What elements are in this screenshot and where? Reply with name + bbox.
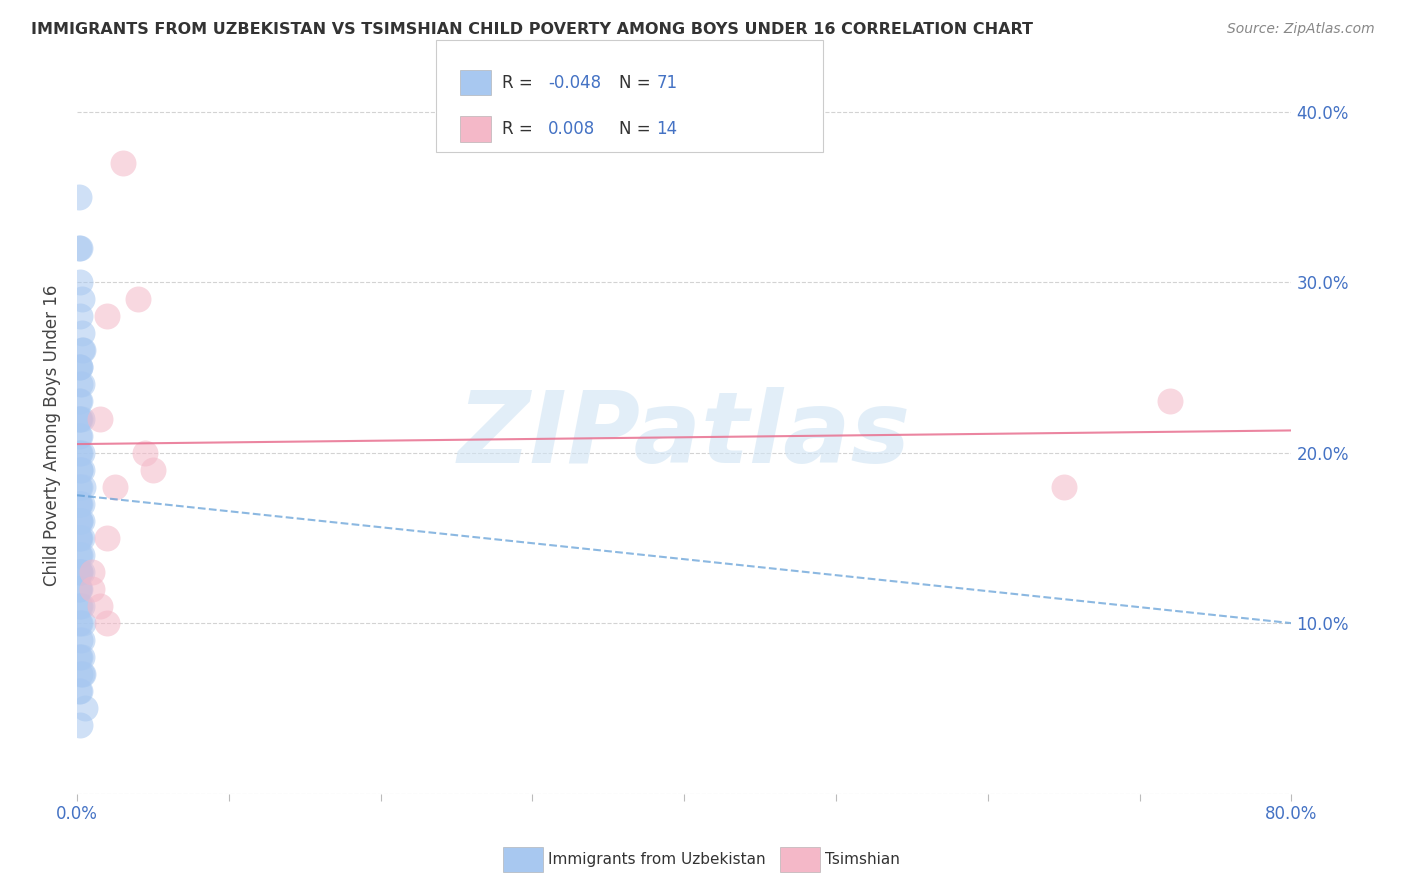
Point	[69, 684, 91, 698]
Text: N =: N =	[619, 120, 655, 138]
Text: N =: N =	[619, 74, 655, 92]
Point	[69, 497, 91, 511]
Point	[67, 360, 90, 375]
Point	[70, 497, 93, 511]
Point	[69, 428, 91, 442]
Point	[67, 514, 90, 528]
Point	[89, 411, 111, 425]
Point	[69, 463, 91, 477]
Point	[72, 667, 94, 681]
Point	[69, 411, 91, 425]
Point	[69, 360, 91, 375]
Point	[70, 411, 93, 425]
Point	[96, 309, 118, 323]
Point	[69, 599, 91, 613]
Point	[67, 684, 90, 698]
Point	[69, 514, 91, 528]
Point	[127, 292, 149, 306]
Point	[1159, 394, 1181, 409]
Point	[69, 650, 91, 665]
Point	[69, 394, 91, 409]
Text: Immigrants from Uzbekistan: Immigrants from Uzbekistan	[548, 853, 766, 867]
Point	[67, 428, 90, 442]
Y-axis label: Child Poverty Among Boys Under 16: Child Poverty Among Boys Under 16	[44, 285, 60, 586]
Point	[67, 531, 90, 545]
Point	[69, 718, 91, 732]
Point	[67, 599, 90, 613]
Point	[72, 616, 94, 631]
Point	[67, 582, 90, 596]
Text: R =: R =	[502, 74, 538, 92]
Point	[67, 497, 90, 511]
Text: ZIPatlas: ZIPatlas	[458, 387, 911, 484]
Point	[69, 377, 91, 392]
Point	[70, 650, 93, 665]
Point	[96, 531, 118, 545]
Point	[70, 548, 93, 562]
Text: 14: 14	[657, 120, 678, 138]
Point	[70, 667, 93, 681]
Point	[67, 497, 90, 511]
Point	[82, 582, 104, 596]
Text: -0.048: -0.048	[548, 74, 602, 92]
Point	[82, 565, 104, 579]
Point	[73, 701, 96, 715]
Point	[70, 565, 93, 579]
Point	[67, 650, 90, 665]
Point	[69, 616, 91, 631]
Point	[70, 445, 93, 459]
Point	[1053, 480, 1076, 494]
Text: IMMIGRANTS FROM UZBEKISTAN VS TSIMSHIAN CHILD POVERTY AMONG BOYS UNDER 16 CORREL: IMMIGRANTS FROM UZBEKISTAN VS TSIMSHIAN …	[31, 22, 1033, 37]
Point	[69, 548, 91, 562]
Point	[69, 275, 91, 289]
Point	[69, 565, 91, 579]
Text: 0.008: 0.008	[548, 120, 596, 138]
Text: Tsimshian: Tsimshian	[825, 853, 900, 867]
Point	[67, 582, 90, 596]
Point	[104, 480, 127, 494]
Point	[69, 360, 91, 375]
Point	[69, 531, 91, 545]
Point	[67, 394, 90, 409]
Point	[69, 633, 91, 648]
Text: R =: R =	[502, 120, 543, 138]
Point	[69, 309, 91, 323]
Point	[67, 241, 90, 255]
Point	[67, 548, 90, 562]
Point	[70, 292, 93, 306]
Point	[69, 514, 91, 528]
Point	[67, 616, 90, 631]
Point	[69, 582, 91, 596]
Point	[67, 411, 90, 425]
Point	[69, 241, 91, 255]
Point	[72, 480, 94, 494]
Point	[69, 565, 91, 579]
Point	[69, 463, 91, 477]
Point	[69, 667, 91, 681]
Point	[67, 190, 90, 204]
Point	[70, 343, 93, 358]
Point	[72, 343, 94, 358]
Point	[96, 616, 118, 631]
Text: Source: ZipAtlas.com: Source: ZipAtlas.com	[1227, 22, 1375, 37]
Point	[70, 514, 93, 528]
Point	[89, 599, 111, 613]
Point	[67, 565, 90, 579]
Point	[70, 377, 93, 392]
Point	[69, 445, 91, 459]
Point	[111, 155, 134, 169]
Point	[70, 531, 93, 545]
Point	[134, 445, 156, 459]
Point	[67, 445, 90, 459]
Point	[69, 480, 91, 494]
Point	[67, 411, 90, 425]
Point	[70, 633, 93, 648]
Point	[67, 531, 90, 545]
Point	[67, 480, 90, 494]
Text: 71: 71	[657, 74, 678, 92]
Point	[70, 599, 93, 613]
Point	[70, 326, 93, 341]
Point	[142, 463, 165, 477]
Point	[70, 463, 93, 477]
